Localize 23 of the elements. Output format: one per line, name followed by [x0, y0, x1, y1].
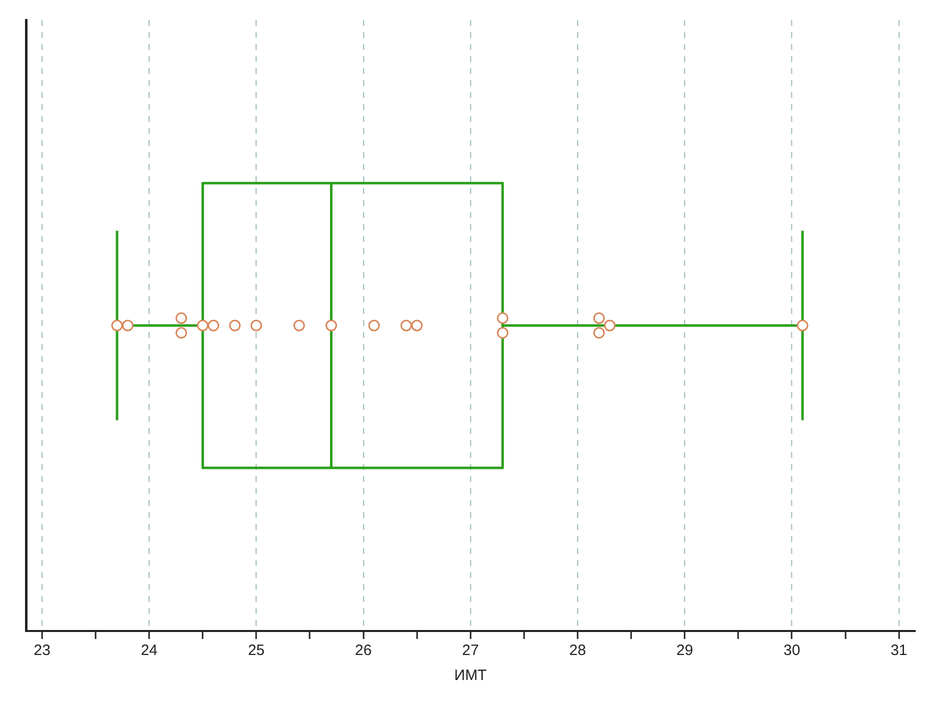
point	[368, 320, 380, 332]
x-tick-label: 28	[569, 642, 586, 660]
point	[111, 320, 123, 332]
x-tick-label: 30	[783, 642, 800, 660]
x-tick-label: 29	[676, 642, 694, 660]
x-tick-label: 31	[890, 642, 908, 660]
point	[208, 320, 220, 332]
point	[326, 320, 338, 332]
point	[122, 320, 134, 332]
point	[400, 320, 412, 332]
point	[293, 320, 305, 332]
point	[196, 320, 208, 332]
point	[604, 320, 616, 332]
x-tick-label: 26	[355, 642, 372, 660]
point	[229, 320, 241, 332]
x-axis-title: ИМТ	[454, 667, 487, 684]
point	[796, 320, 808, 332]
point	[411, 320, 423, 332]
x-tick-label: 25	[248, 642, 265, 660]
point	[250, 320, 262, 332]
x-tick-label: 27	[462, 642, 479, 660]
x-tick-label: 24	[140, 642, 158, 660]
x-tick-label: 23	[34, 642, 50, 660]
